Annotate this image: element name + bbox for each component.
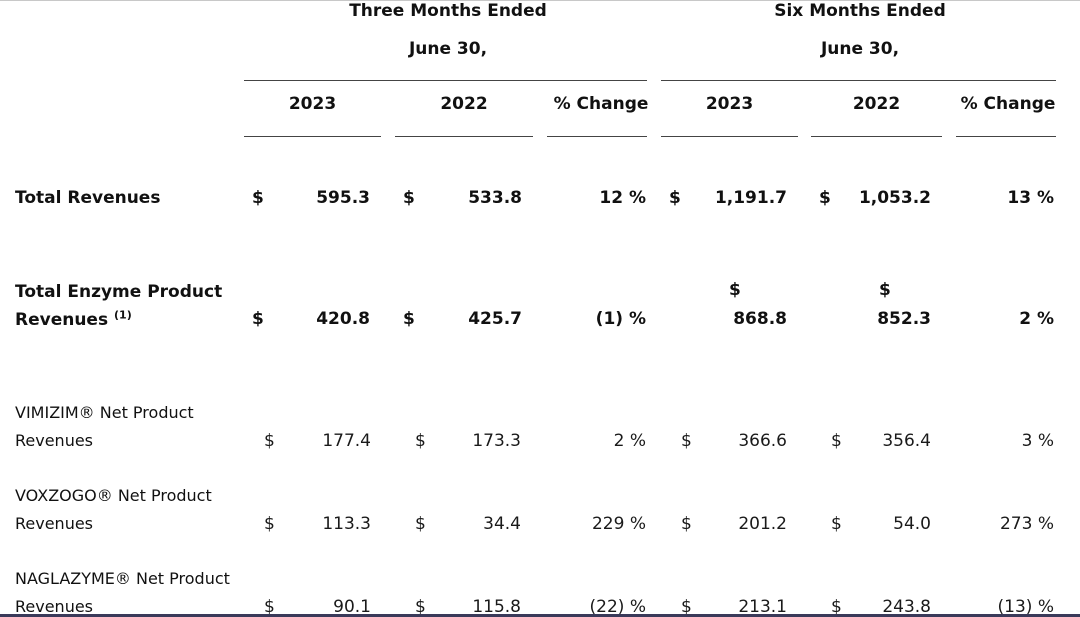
value-s-2023: 366.6 [738,431,787,451]
col-header-q-change: % Change [553,94,649,114]
value-q-2022: 425.7 [468,309,522,329]
value-q-2023: 177.4 [322,431,371,451]
row-label: NAGLAZYME® Net Product [15,569,230,588]
page-top-border [0,0,1080,1]
col-rule [661,136,798,137]
currency-symbol: $ [415,431,426,451]
col-header-q-2023: 2023 [288,94,337,114]
value-s-2023: 868.8 [733,309,787,329]
value-s-change: 13 % [1007,188,1054,208]
currency-symbol: $ [264,514,275,534]
col-header-s-2023: 2023 [705,94,754,114]
currency-symbol: $ [681,431,692,451]
row-label-line2: Revenues [15,431,94,450]
currency-symbol: $ [403,188,415,208]
three-months-header: Three Months Ended [349,1,547,21]
col-header-s-2022: 2022 [852,94,901,114]
col-rule [244,136,381,137]
value-s-2023: 1,191.7 [714,188,787,208]
value-q-2023: 420.8 [316,309,370,329]
currency-symbol: $ [831,514,842,534]
value-s-2022: 356.4 [882,431,931,451]
row-label: VIMIZIM® Net Product [15,403,194,422]
value-q-2022: 533.8 [468,188,522,208]
currency-symbol: $ [729,280,741,300]
currency-symbol: $ [415,514,426,534]
currency-symbol: $ [264,431,275,451]
row-label-line2: Revenues [15,597,94,616]
currency-symbol: $ [681,514,692,534]
value-s-change: 3 % [1021,431,1054,451]
value-s-2022: 54.0 [893,514,931,534]
six-months-rule [661,80,1056,81]
currency-symbol: $ [879,280,891,300]
currency-symbol: $ [264,597,275,617]
footnote-marker: (1) [114,308,132,322]
value-q-change: (1) % [595,309,646,329]
six-months-header: Six Months Ended [774,1,946,21]
currency-symbol: $ [819,188,831,208]
row-label: Total Revenues [15,188,161,208]
row-label-line2: Revenues [15,514,94,533]
currency-symbol: $ [252,309,264,329]
value-q-2023: 113.3 [322,514,371,534]
col-rule [956,136,1056,137]
row-label-text: Revenues [15,310,109,330]
value-s-change: 2 % [1019,309,1054,329]
currency-symbol: $ [252,188,264,208]
page-bottom-border [0,614,1080,617]
currency-symbol: $ [415,597,426,617]
value-q-change: 229 % [591,514,646,534]
col-header-s-change: % Change [960,94,1056,114]
value-q-2023: 595.3 [316,188,370,208]
six-months-subheader: June 30, [820,39,900,59]
value-s-2022: 852.3 [877,309,931,329]
value-s-2022: 1,053.2 [858,188,931,208]
currency-symbol: $ [403,309,415,329]
value-q-2022: 34.4 [483,514,521,534]
row-label-line2: Revenues (1) [15,309,132,330]
value-s-2023: 213.1 [738,597,787,617]
value-q-change: 12 % [599,188,646,208]
currency-symbol: $ [669,188,681,208]
col-header-q-2022: 2022 [440,94,488,114]
row-label: VOXZOGO® Net Product [15,486,212,505]
value-q-2022: 115.8 [472,597,521,617]
currency-symbol: $ [831,431,842,451]
value-q-change: (22) % [589,597,646,617]
value-s-change: 273 % [999,514,1054,534]
value-s-2022: 243.8 [882,597,931,617]
value-q-2023: 90.1 [333,597,371,617]
currency-symbol: $ [831,597,842,617]
col-rule [395,136,533,137]
value-s-2023: 201.2 [738,514,787,534]
value-s-change: (13) % [997,597,1054,617]
col-rule [811,136,942,137]
col-rule [547,136,647,137]
three-months-rule [244,80,647,81]
row-label: Total Enzyme Product [15,282,223,302]
value-q-2022: 173.3 [472,431,521,451]
three-months-subheader: June 30, [408,39,488,59]
value-q-change: 2 % [613,431,646,451]
currency-symbol: $ [681,597,692,617]
